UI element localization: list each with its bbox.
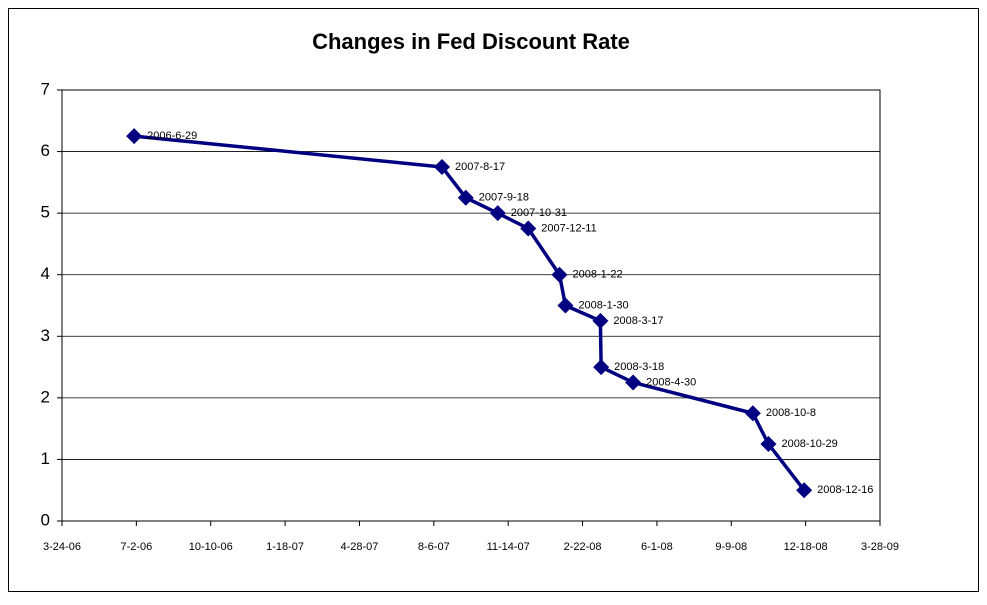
x-tick-label: 2-22-08 xyxy=(564,541,602,553)
y-tick-label: 1 xyxy=(41,449,50,468)
marker xyxy=(796,482,813,499)
marker xyxy=(489,205,506,222)
marker xyxy=(592,312,609,329)
marker xyxy=(551,266,568,283)
point-label: 2008-4-30 xyxy=(646,376,696,388)
point-label: 2007-12-11 xyxy=(541,222,596,234)
x-tick-label: 1-18-07 xyxy=(266,541,304,553)
y-tick-label: 6 xyxy=(41,141,50,160)
x-tick-label: 4-28-07 xyxy=(340,541,378,553)
marker xyxy=(760,436,777,453)
y-tick-label: 2 xyxy=(41,387,50,406)
y-tick-label: 4 xyxy=(41,264,50,283)
point-label: 2008-1-22 xyxy=(572,269,622,281)
point-label: 2007-9-18 xyxy=(479,192,529,204)
x-tick-label: 12-18-08 xyxy=(784,541,828,553)
point-label: 2008-3-18 xyxy=(614,361,664,373)
marker xyxy=(126,128,143,145)
chart-title: Changes in Fed Discount Rate xyxy=(312,29,630,54)
y-tick-label: 5 xyxy=(41,203,50,222)
x-tick-label: 9-9-08 xyxy=(715,541,747,553)
marker xyxy=(457,189,474,206)
x-tick-label: 7-2-06 xyxy=(120,541,152,553)
x-tick-label: 10-10-06 xyxy=(189,541,233,553)
point-label: 2008-12-16 xyxy=(817,484,873,496)
point-label: 2008-10-29 xyxy=(781,438,837,450)
marker xyxy=(557,297,574,314)
point-label: 2008-3-17 xyxy=(613,315,663,327)
chart-border xyxy=(8,8,979,592)
point-label: 2007-10-31 xyxy=(511,207,567,219)
marker xyxy=(593,359,610,376)
marker xyxy=(433,158,450,175)
x-tick-label: 11-14-07 xyxy=(487,541,530,553)
y-tick-label: 7 xyxy=(41,79,50,98)
point-label: 2008-1-30 xyxy=(578,299,628,311)
x-tick-label: 3-28-09 xyxy=(861,541,899,553)
x-tick-label: 6-1-08 xyxy=(641,541,673,553)
x-tick-label: 8-6-07 xyxy=(418,541,450,553)
marker xyxy=(625,374,642,391)
point-label: 2008-10-8 xyxy=(766,407,816,419)
marker xyxy=(520,220,537,237)
point-label: 2007-8-17 xyxy=(455,161,505,173)
y-tick-label: 3 xyxy=(41,326,50,345)
marker xyxy=(744,405,761,422)
x-tick-label: 3-24-06 xyxy=(43,541,81,553)
y-tick-label: 0 xyxy=(41,510,50,529)
point-label: 2006-6-29 xyxy=(147,130,197,142)
